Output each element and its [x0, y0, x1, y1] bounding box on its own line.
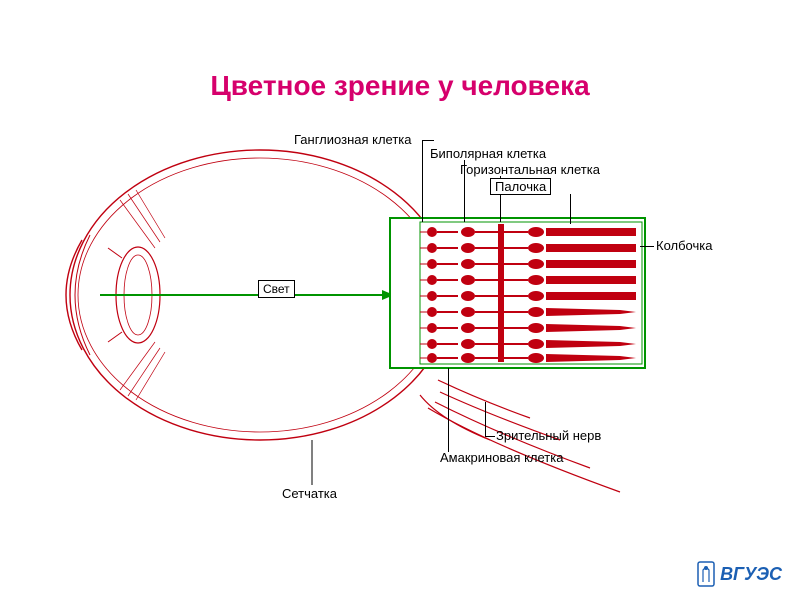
eye-svg [60, 140, 740, 520]
logo-icon [696, 560, 716, 588]
label-retina: Сетчатка [282, 486, 337, 501]
logo: ВГУЭС [696, 560, 782, 588]
label-amacrine: Амакриновая клетка [440, 450, 563, 465]
label-rod: Палочка [490, 178, 551, 195]
label-bipolar: Биполярная клетка [430, 146, 546, 161]
label-cone: Колбочка [656, 238, 712, 253]
eye-diagram: Свет Ганглиозная клетка Биполярная клетк… [60, 140, 740, 520]
page-title: Цветное зрение у человека [0, 70, 800, 102]
label-ganglion: Ганглиозная клетка [294, 132, 412, 147]
logo-text: ВГУЭС [720, 564, 782, 585]
label-optic-nerve: Зрительный нерв [496, 428, 601, 443]
label-horizontal: Горизонтальная клетка [460, 162, 600, 177]
light-label: Свет [258, 280, 295, 298]
